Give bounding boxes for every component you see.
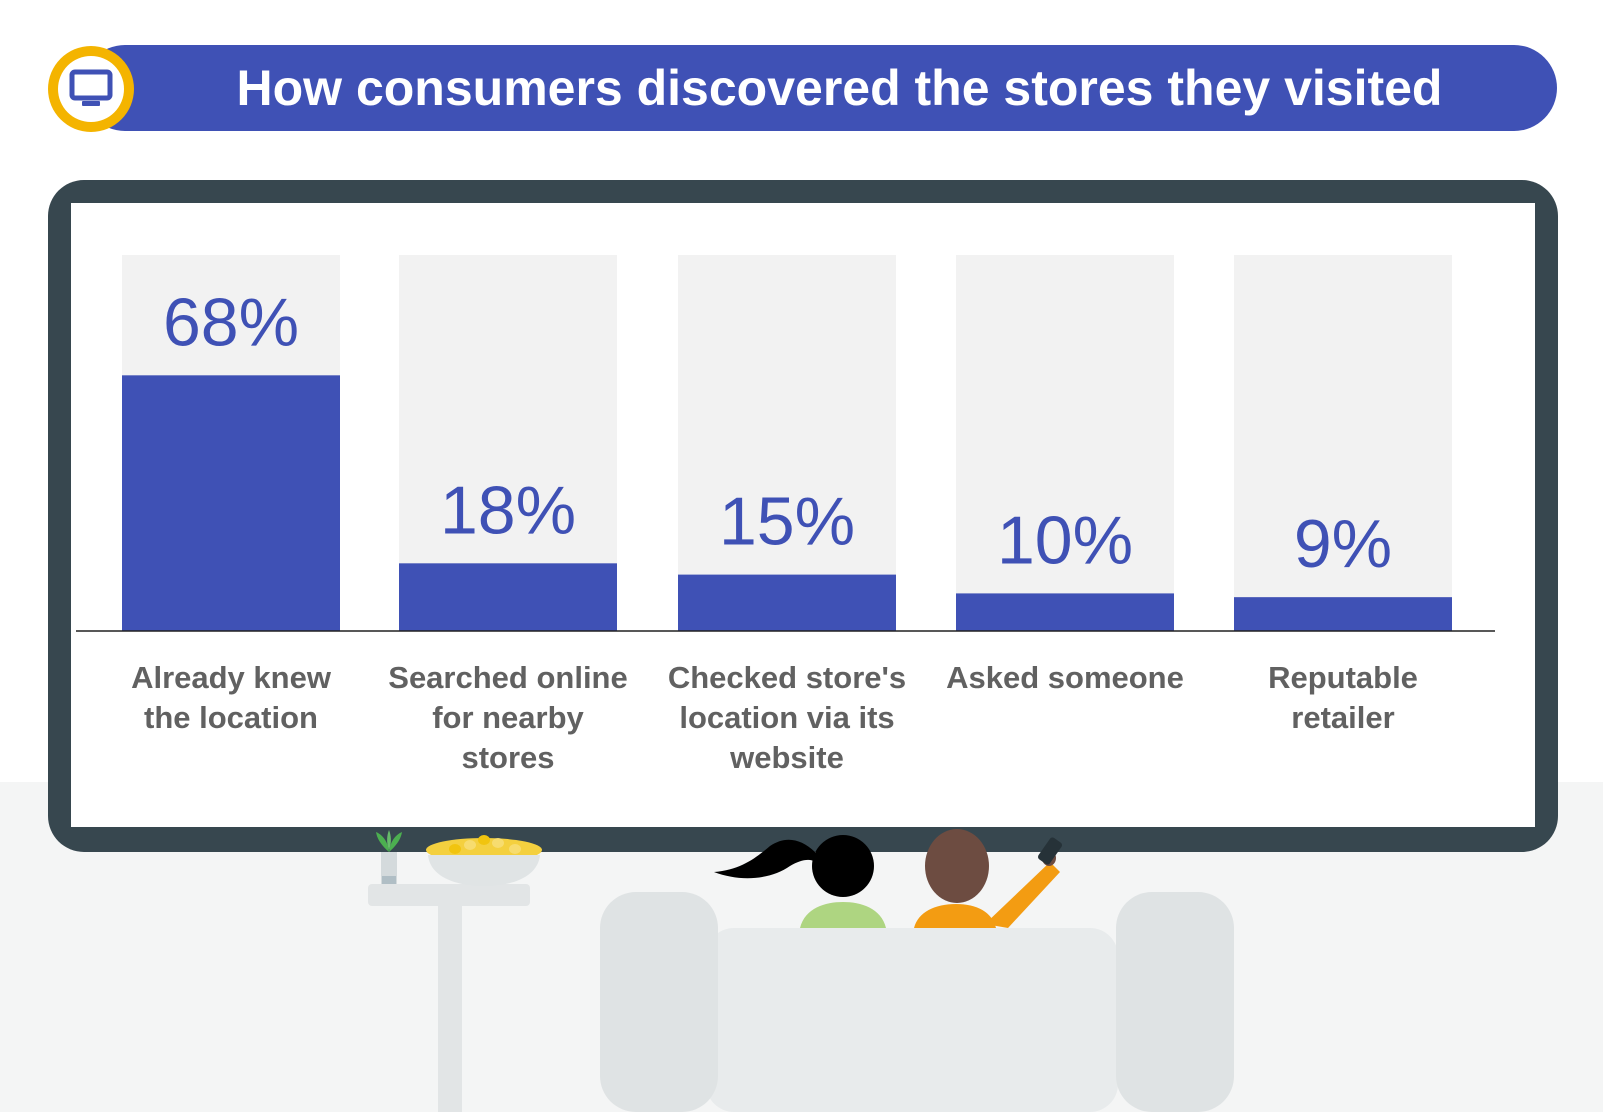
value-label-1: 68% xyxy=(163,284,299,360)
bar-3 xyxy=(678,574,896,631)
category-label-4: Asked someone xyxy=(946,660,1184,695)
popcorn-bowl-icon xyxy=(426,835,542,886)
tv-icon xyxy=(69,69,113,106)
category-label-3: Checked store's location via its website xyxy=(667,660,907,775)
value-label-4: 10% xyxy=(997,502,1133,578)
tv-frame: 68% 18% 15% 10% 9% Already knew the location… xyxy=(48,180,1558,852)
side-table xyxy=(368,884,530,1112)
tv-badge xyxy=(48,46,134,132)
couch xyxy=(600,892,1234,1112)
chart-title: How consumers discovered the stores they… xyxy=(236,60,1443,116)
bar-chart: 68% 18% 15% 10% 9% xyxy=(76,255,1495,632)
person-man xyxy=(914,829,1063,928)
bar-track-4 xyxy=(956,255,1174,631)
plant-icon xyxy=(376,830,402,884)
bar-2 xyxy=(399,563,617,631)
bar-track-3 xyxy=(678,255,896,631)
value-label-5: 9% xyxy=(1294,506,1392,582)
category-label-5: Reputable retailer xyxy=(1268,660,1418,735)
value-label-3: 15% xyxy=(719,484,855,560)
tv-screen: 68% 18% 15% 10% 9% Already knew the location… xyxy=(71,203,1535,827)
category-label-2: Searched online for nearby stores xyxy=(388,660,628,775)
value-label-2: 18% xyxy=(440,472,576,548)
bar-1 xyxy=(122,375,340,631)
person-woman xyxy=(714,835,886,928)
bar-5 xyxy=(1234,597,1452,631)
bar-track-5 xyxy=(1234,255,1452,631)
bar-4 xyxy=(956,593,1174,631)
category-label-1: Already knew the location xyxy=(131,660,331,735)
title-banner: How consumers discovered the stores they… xyxy=(82,45,1557,131)
remote-control-icon xyxy=(1037,837,1063,865)
